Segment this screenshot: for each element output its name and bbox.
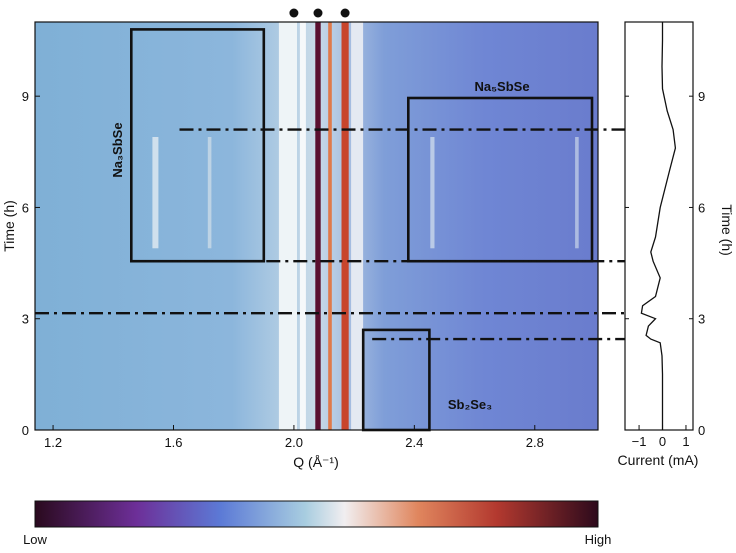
current-y-tick-label: 6 [698,200,705,215]
intensity-band-4 [278,22,297,430]
current-y-tick-label: 9 [698,89,705,104]
heatmap-panel: 1.2 1.6 2.0 2.4 2.8 0 3 6 9 [22,8,671,450]
x-tick-label: 1.6 [164,435,182,450]
intensity-band-2 [328,22,332,430]
y-tick-label: 3 [22,312,29,327]
intensity-band-3 [341,22,349,430]
peak-marker-dot-3 [340,8,350,18]
current-x-tick-label: −1 [632,434,647,449]
intensity-band-8 [207,137,212,249]
y-tick-label: 0 [22,423,29,438]
intensity-band-5 [299,22,306,430]
x-tick-label: 2.8 [526,435,544,450]
current-x-axis-label: Current (mA) [618,452,699,468]
y-tick-label: 9 [22,89,29,104]
current-frame [624,21,694,431]
colorbar: Low High [23,500,612,547]
heatmap-frame [34,21,599,431]
x-tick-label: 1.2 [44,435,62,450]
current-y-tick-label: 3 [698,312,705,327]
colorbar-low-label: Low [23,532,47,547]
y-tick-label: 6 [22,200,29,215]
current-x-tick-label: 1 [682,434,689,449]
x-tick-label: 2.4 [405,435,423,450]
x-tick-label: 2.0 [285,435,303,450]
heatmap-x-axis-label: Q (Å⁻¹) [293,454,339,470]
region-label-na5sbse: Na₅SbSe [474,79,529,94]
heatmap-y-axis-label: Time (h) [1,200,17,252]
colorbar-high-label: High [585,532,612,547]
intensity-band-6 [351,22,364,430]
current-y-tick-label: 0 [698,423,705,438]
peak-marker-dot-1 [289,8,299,18]
intensity-band-7 [152,137,159,249]
current-series-line [640,22,677,430]
region-label-sb2se3: Sb₂Se₃ [448,397,492,412]
intensity-band-9 [430,137,435,249]
peak-marker-dot-2 [313,8,323,18]
current-y-axis-label: Time (h) [719,204,735,256]
intensity-band-1 [315,22,321,430]
intensity-band-10 [575,137,579,249]
current-x-tick-label: 0 [659,434,666,449]
colorbar-gradient [34,500,599,528]
region-label-na3sbse: Na₃SbSe [110,122,125,177]
phase-region-box-2 [406,96,594,263]
